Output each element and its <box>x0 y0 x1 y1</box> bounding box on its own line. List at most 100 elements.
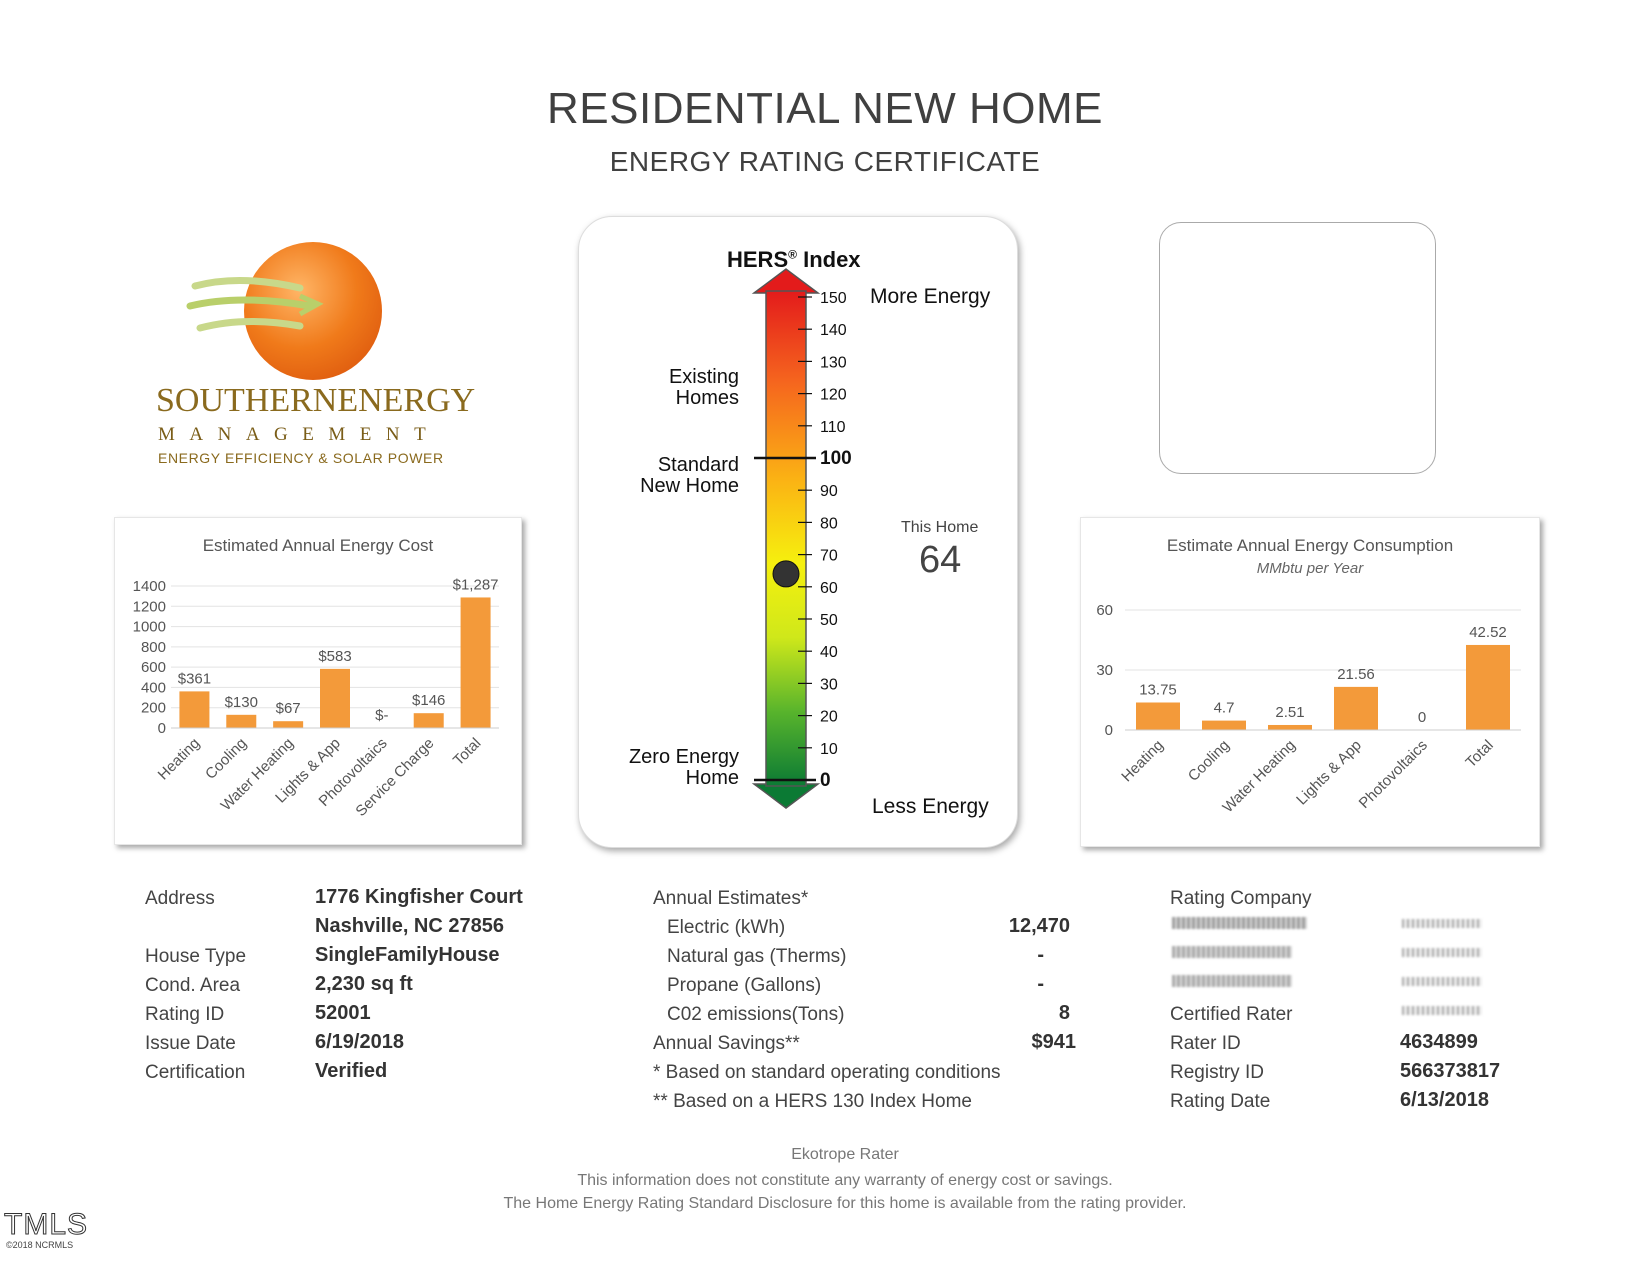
category-label: Photovoltaics <box>1356 737 1431 812</box>
scale-tick-label: 10 <box>820 741 838 758</box>
y-tick-label: 400 <box>141 679 166 696</box>
certification-label: Certification <box>145 1062 246 1083</box>
hers-gradient-bar <box>765 290 807 787</box>
rating-company-redacted-3 <box>1172 975 1292 987</box>
rating-date-value: 6/13/2018 <box>1400 1089 1489 1111</box>
house-type-value: SingleFamilyHouse <box>315 944 500 966</box>
category-label: Heating <box>155 735 204 784</box>
hers-title-text: HERS <box>727 247 789 272</box>
cost-chart-title: Estimated Annual Energy Cost <box>202 536 434 555</box>
estimate-note-1: * Based on standard operating conditions <box>653 1062 1001 1083</box>
hers-title: HERS® Index <box>727 247 861 273</box>
logo-management: MANAGEMENT <box>158 424 441 445</box>
savings-label: Annual Savings** <box>653 1033 800 1054</box>
rating-id-value: 52001 <box>315 1002 371 1024</box>
zero-energy-home-label: Zero Energy Home <box>629 747 739 789</box>
zero-energy-home-line2: Home <box>685 767 739 789</box>
bar <box>460 597 491 728</box>
electric-value: 12,470 <box>1008 915 1070 937</box>
page-subtitle: ENERGY RATING CERTIFICATE <box>609 146 1041 177</box>
scale-tick-label: 120 <box>820 387 847 404</box>
scale-tick-label: 20 <box>820 709 838 726</box>
data-label: $361 <box>178 670 211 687</box>
electric-label: Electric (kWh) <box>667 917 786 938</box>
rater-id-label: Rater ID <box>1170 1033 1241 1054</box>
data-label: 2.51 <box>1275 704 1304 721</box>
data-label: 13.75 <box>1139 682 1177 699</box>
hers-title-suffix: Index <box>796 247 861 272</box>
cost-chart-panel: Estimated Annual Energy Cost 0 200 400 600 8… <box>114 517 522 845</box>
scale-tick-label: 70 <box>820 548 838 565</box>
annual-estimates-heading: Annual Estimates* <box>653 888 809 909</box>
bar <box>1466 644 1510 730</box>
category-label: Total <box>1462 737 1496 771</box>
company-logo: SOUTHERNENERGY MANAGEMENT ENERGY EFFICIE… <box>150 236 475 476</box>
y-tick-label: 1200 <box>133 598 166 615</box>
standard-new-home-label: Standard New Home <box>640 455 739 497</box>
scale-tick-label: 50 <box>820 612 838 629</box>
co2-label: C02 emissions(Tons) <box>667 1004 845 1025</box>
rating-date-label: Rating Date <box>1170 1091 1271 1112</box>
rating-id-label: Rating ID <box>145 1004 225 1025</box>
hers-scale: 0 10 20 30 40 50 60 70 80 90 100 110 120 130 140 150 <box>751 268 852 809</box>
footer-disclaimer: This information does not constitute any… <box>577 1172 1113 1189</box>
logo-tagline: ENERGY EFFICIENCY & SOLAR POWER <box>158 450 444 466</box>
scale-tick-label: 140 <box>820 322 847 339</box>
scale-tick-label: 80 <box>820 515 838 532</box>
rater-redacted-1 <box>1402 919 1482 928</box>
scale-tick-label: 100 <box>820 448 852 469</box>
propane-value: - <box>1037 973 1044 995</box>
consumption-chart-title: Estimate Annual Energy Consumption <box>1166 536 1454 555</box>
savings-value: $941 <box>1031 1031 1077 1053</box>
more-energy-label: More Energy <box>870 285 991 308</box>
category-label: Cooling <box>1185 737 1233 785</box>
arrow-down-icon <box>751 783 821 809</box>
bar <box>179 691 210 728</box>
category-label: Total <box>450 735 484 769</box>
certification-value: Verified <box>315 1060 388 1082</box>
y-tick-label: 60 <box>1096 602 1113 619</box>
existing-homes-line1: Existing <box>668 366 739 388</box>
y-tick-label: 200 <box>141 700 166 717</box>
y-tick-label: 0 <box>1105 722 1113 739</box>
gas-value: - <box>1037 944 1044 966</box>
footer-rater: Ekotrope Rater <box>791 1146 899 1163</box>
data-label: $1,287 <box>453 576 499 593</box>
data-label: $67 <box>276 700 301 717</box>
this-home-marker <box>772 560 800 588</box>
address-line2: Nashville, NC 27856 <box>315 915 504 937</box>
mls-copyright: ©2018 NCRMLS <box>6 1240 74 1250</box>
consumption-chart-panel: Estimate Annual Energy Consumption MMbtu… <box>1080 517 1540 847</box>
data-label: 0 <box>1418 709 1426 726</box>
bar <box>413 713 444 728</box>
standard-new-home-line2: New Home <box>640 475 739 497</box>
y-tick-label: 800 <box>141 639 166 656</box>
issue-date-value: 6/19/2018 <box>315 1031 404 1053</box>
hers-title-reg: ® <box>788 247 797 262</box>
standard-new-home-line1: Standard <box>657 454 739 476</box>
y-tick-label: 1000 <box>133 619 166 636</box>
issue-date-label: Issue Date <box>145 1033 236 1054</box>
scale-tick-label: 110 <box>820 419 846 436</box>
data-label: $146 <box>412 692 445 709</box>
bar <box>273 721 304 728</box>
rater-redacted-2 <box>1402 948 1482 957</box>
category-label: Heating <box>1118 737 1167 786</box>
less-energy-label: Less Energy <box>872 795 989 818</box>
cond-area-label: Cond. Area <box>145 975 241 996</box>
category-label: Lights & App <box>1293 737 1365 809</box>
scale-tick-label: 40 <box>820 644 838 661</box>
scale-tick-label: 90 <box>820 483 838 500</box>
house-type-label: House Type <box>145 946 247 967</box>
rating-company-redacted-1 <box>1172 917 1307 929</box>
propane-label: Propane (Gallons) <box>667 975 822 996</box>
this-home-label: This Home <box>901 519 979 536</box>
scale-tick-label: 0 <box>820 770 831 791</box>
mls-mark: TMLS <box>3 1208 89 1241</box>
y-tick-label: 1400 <box>133 578 166 595</box>
rating-company-label: Rating Company <box>1170 888 1312 909</box>
registry-id-value: 566373817 <box>1400 1060 1501 1082</box>
page-title: RESIDENTIAL NEW HOME <box>547 84 1103 133</box>
sun-icon <box>186 242 382 380</box>
